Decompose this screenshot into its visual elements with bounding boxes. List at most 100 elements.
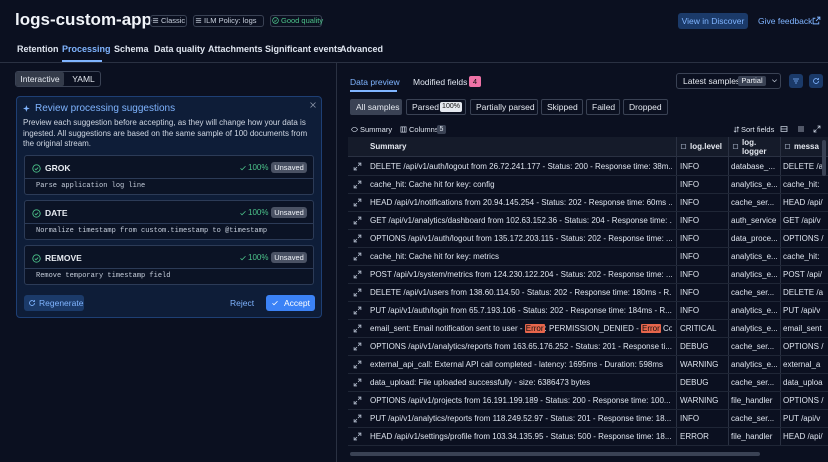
expand-row-icon <box>353 252 362 261</box>
field-type-icon <box>784 143 791 150</box>
expand-row-icon <box>353 216 362 225</box>
summary-cell: OPTIONS /api/v1/projects from 16.191.199… <box>370 396 671 405</box>
expand-row-icon <box>353 414 362 423</box>
expand-row-icon-shape <box>353 414 362 423</box>
columns-icon <box>400 126 407 133</box>
close-icon <box>310 102 316 108</box>
logger-cell: analytics_e... <box>731 180 778 189</box>
logger-cell: cache_ser... <box>731 198 775 207</box>
logger-cell: analytics_e... <box>731 360 778 369</box>
fullscreen-icon-shape <box>813 125 821 133</box>
field-type-icon-shape <box>784 143 791 150</box>
view-discover-button[interactable]: View in Discover <box>678 13 748 29</box>
external-icon-shape <box>812 16 821 25</box>
mode-option[interactable]: Interactive <box>16 72 64 86</box>
step-name: DATE <box>45 208 68 218</box>
summary-cell: data_upload: File uploaded successfully … <box>370 378 591 387</box>
nav-tab[interactable]: Advanced <box>340 44 384 54</box>
summary-cell: DELETE /api/v1/auth/logout from 26.72.24… <box>370 162 672 171</box>
summary-fragment: email_sent: Email notification sent to u… <box>370 324 525 333</box>
refresh-icon-button[interactable] <box>809 74 823 88</box>
preview-tab[interactable]: Data preview <box>350 77 400 87</box>
logger-cell: analytics_e... <box>731 324 778 333</box>
accept-button[interactable]: Accept <box>266 295 315 311</box>
nav-tab[interactable]: Significant events <box>265 44 343 54</box>
summary-cell: POST /api/v1/system/metrics from 124.230… <box>370 270 672 279</box>
summary-cell: GET /api/v1/analytics/dashboard from 102… <box>370 216 672 225</box>
filter-button[interactable]: Dropped <box>623 99 668 115</box>
fullscreen-icon <box>813 125 821 133</box>
expand-row-icon <box>353 360 362 369</box>
nav-tab[interactable]: Retention <box>17 44 59 54</box>
filter-button[interactable]: Parsed <box>406 99 466 115</box>
close-icon-shape <box>310 102 316 108</box>
level-cell: INFO <box>680 414 700 423</box>
logger-cell: cache_ser... <box>731 288 775 297</box>
message-cell: OPTIONS / <box>783 396 824 405</box>
expand-row-icon <box>353 342 362 351</box>
reject-button[interactable]: Reject <box>230 298 255 308</box>
message-cell: email_sent <box>783 324 822 333</box>
message-cell: PUT /api/v <box>783 306 821 315</box>
message-cell: OPTIONS / <box>783 342 824 351</box>
filter-button[interactable]: Skipped <box>541 99 583 115</box>
modified-count: 4 <box>469 76 481 87</box>
summary-cell: HEAD /api/v1/notifications from 20.94.14… <box>370 198 672 207</box>
step-check-icon <box>32 254 41 263</box>
sample-select[interactable]: Latest samples <box>676 73 781 89</box>
expand-row-icon-shape <box>353 180 362 189</box>
row-divider <box>348 409 828 410</box>
summary-cell: cache_hit: Cache hit for key: config <box>370 180 495 189</box>
level-cell: INFO <box>680 306 700 315</box>
nav-tab[interactable]: Processing <box>62 44 111 54</box>
columns-count: 5 <box>437 125 446 134</box>
expand-row-icon <box>353 432 362 441</box>
regenerate-button[interactable]: Regenerate <box>24 295 84 311</box>
regenerate-icon <box>29 300 35 306</box>
summary-fragment: Error <box>524 324 545 333</box>
preview-tab[interactable]: Modified fields <box>413 77 468 87</box>
panel-title: Review processing suggestions <box>35 103 176 114</box>
accept-icon <box>272 300 278 306</box>
density-icon-shape <box>780 126 788 132</box>
table-header <box>348 137 828 157</box>
row-divider <box>348 247 828 248</box>
nav-tab[interactable]: Schema <box>114 44 149 54</box>
expand-row-icon <box>353 162 362 171</box>
step-check-icon-shape <box>32 209 41 218</box>
step-rate: 100% <box>248 163 269 172</box>
filter-button[interactable]: Partially parsed <box>470 99 538 115</box>
feedback-link[interactable]: Give feedback <box>758 16 813 26</box>
column-header: Summary <box>370 142 407 151</box>
expand-row-icon <box>353 378 362 387</box>
summary-cell: PUT /api/v1/analytics/reports from 118.2… <box>370 414 672 423</box>
columns-toggle[interactable]: Columns <box>409 125 439 134</box>
summary-toggle[interactable]: Summary <box>360 125 393 134</box>
filter-button[interactable]: Failed <box>586 99 620 115</box>
row-divider <box>348 355 828 356</box>
logger-cell: database_... <box>731 162 776 171</box>
sort-fields[interactable]: Sort fields <box>741 125 775 134</box>
density-icon <box>780 126 788 132</box>
step-status: Unsaved <box>271 162 307 173</box>
rate-check-icon-shape <box>240 210 246 216</box>
message-cell: PUT /api/v <box>783 414 821 423</box>
step-check-icon <box>32 164 41 173</box>
mode-option[interactable]: YAML <box>72 74 95 84</box>
filter-button[interactable]: All samples <box>350 99 402 115</box>
level-cell: INFO <box>680 270 700 279</box>
refresh-icon <box>813 78 819 84</box>
columns-icon-shape <box>400 126 407 133</box>
step-description: Remove temporary timestamp field <box>24 268 314 285</box>
nav-tab[interactable]: Attachments <box>208 44 263 54</box>
level-cell: DEBUG <box>680 378 709 387</box>
tab-divider <box>0 62 828 63</box>
badge-icon <box>152 18 159 23</box>
mode-toggle <box>15 71 101 87</box>
nav-tab[interactable]: Data quality <box>154 44 206 54</box>
message-cell: DELETE /a <box>783 162 824 171</box>
message-cell: data_uploa <box>783 378 823 387</box>
settings-icon <box>798 126 804 132</box>
logger-cell: auth_service <box>731 216 777 225</box>
